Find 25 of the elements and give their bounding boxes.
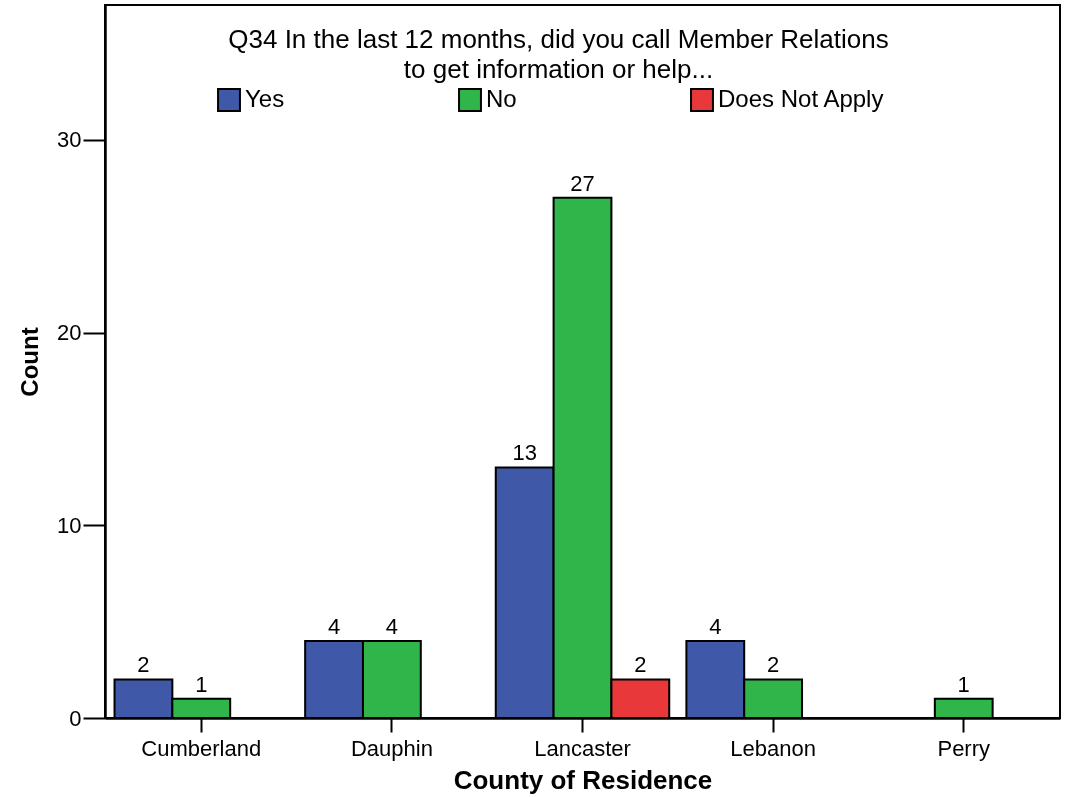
data-label: 1 [195,671,208,697]
data-label: 4 [327,613,341,639]
x-tick-label: Lancaster [534,735,631,761]
y-tick-label: 0 [69,705,82,731]
y-tick-label: 30 [57,127,82,153]
x-tick-label: Cumberland [141,735,262,761]
data-label: 27 [570,170,595,196]
y-tick-label: 20 [57,320,82,346]
legend-label: Yes [245,85,285,113]
data-label: 2 [634,652,647,678]
data-label: 4 [385,613,399,639]
x-tick-label: Perry [937,735,991,761]
x-axis-title: County of Residence [453,764,713,795]
data-label: 1 [957,671,970,697]
legend-label: Does Not Apply [718,85,884,113]
y-axis-title: Count [16,327,44,397]
data-label: 13 [512,440,537,466]
legend-label: No [486,85,517,113]
text: Q34 In the last 12 months, did you call Member Relations to get information or help... [228,24,889,84]
data-label: 4 [709,613,722,639]
data-label: 2 [766,652,780,678]
data-label: 2 [137,652,150,678]
x-tick-label: Dauphin [350,735,433,761]
y-tick-label: 10 [57,512,82,538]
x-tick-label: Lebanon [730,735,816,761]
